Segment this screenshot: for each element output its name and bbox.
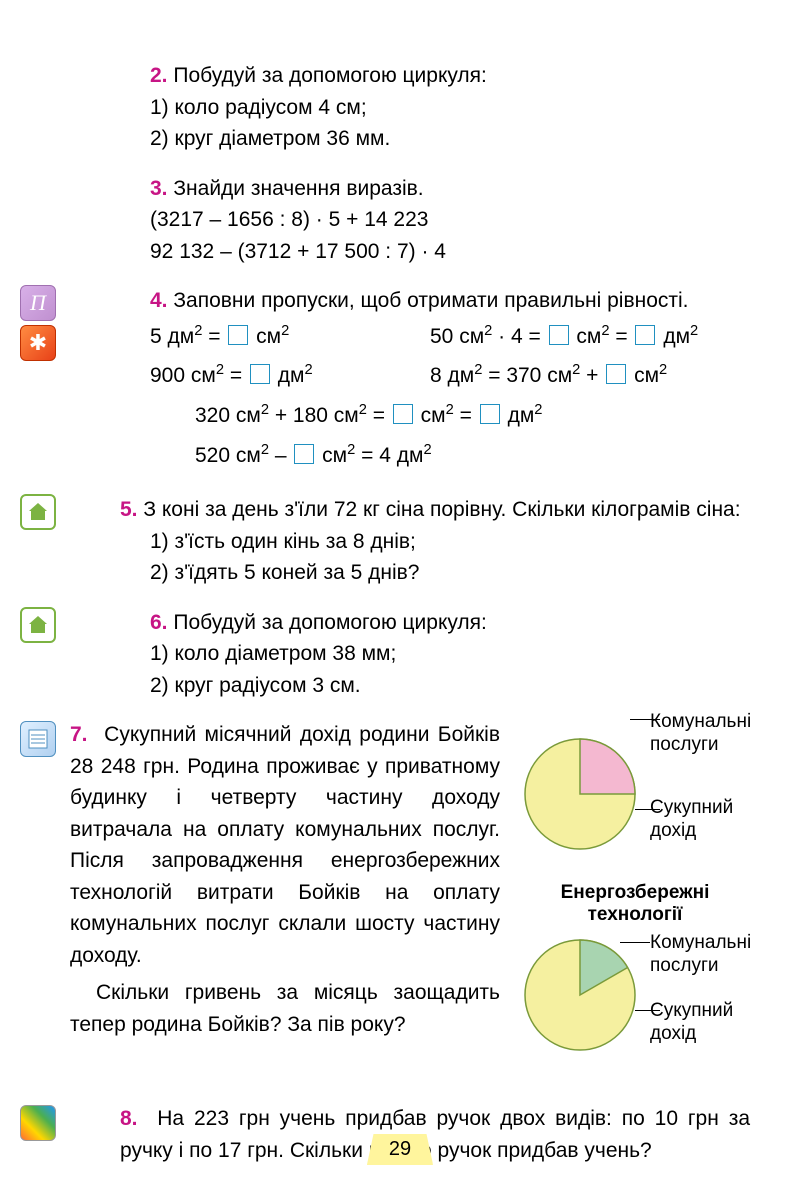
blank-box[interactable] [250, 364, 270, 384]
ex2-item-2: 2) круг діаметром 36 мм. [150, 123, 750, 155]
ex4-eq-5: 320 см2 + 180 см2 = см2 = дм2 [50, 396, 750, 436]
ex8-text: 8. На 223 грн учень придбав ручок двох в… [120, 1103, 750, 1166]
page-number: 29 [367, 1134, 433, 1165]
ex5-title: 5. З коні за день з'їли 72 кг сіна порів… [120, 494, 750, 526]
notebook-icon [20, 721, 56, 757]
exercise-7: 7. Сукупний місячний дохід родини Бойків… [50, 719, 750, 1085]
ex4-title-text: Заповни пропуски, щоб отримати правильні… [173, 289, 688, 312]
ex3-title-text: Знайди значення виразів. [173, 177, 423, 200]
ex6-item-2: 2) круг радіусом 3 см. [150, 670, 750, 702]
ex5-num: 5. [120, 498, 138, 521]
blank-box[interactable] [294, 444, 314, 464]
ex7-text2: Скільки гривень за місяць заощадить тепе… [70, 977, 500, 1040]
ex4-num: 4. [150, 289, 168, 312]
pie-chart-1: Комунальні послуги Сукупний дохід [520, 719, 750, 874]
star-icon: ✱ [20, 325, 56, 361]
exercise-6: 6. Побудуй за допомогою циркуля: 1) коло… [50, 607, 750, 702]
blank-box[interactable] [635, 325, 655, 345]
ex4-eq-1: 5 дм2 = см2 [150, 317, 430, 357]
chart2-label1: Комунальні послуги [650, 932, 751, 978]
blank-box[interactable] [480, 404, 500, 424]
ex5-title-text: З коні за день з'їли 72 кг сіна порівну.… [143, 498, 740, 521]
ex3-title: 3. Знайди значення виразів. [150, 173, 750, 205]
exercise-2: 2. Побудуй за допомогою циркуля: 1) коло… [50, 60, 750, 155]
ex8-num: 8. [120, 1107, 138, 1130]
pie-chart-2: Комунальні послуги Сукупний дохід [520, 930, 750, 1085]
home-icon [20, 607, 56, 643]
ex2-title-text: Побудуй за допомогою циркуля: [173, 64, 487, 87]
ex4-eq-2: 50 см2 · 4 = см2 = дм2 [430, 317, 750, 357]
ex4-eq-6: 520 см2 – см2 = 4 дм2 [50, 436, 750, 476]
ex5-item-1: 1) з'їсть один кінь за 8 днів; [150, 526, 750, 558]
ex7-text1: Сукупний місячний дохід родини Бойків 28… [70, 723, 500, 967]
exercise-5: 5. З коні за день з'їли 72 кг сіна порів… [50, 494, 750, 589]
exercise-3: 3. Знайди значення виразів. (3217 – 1656… [50, 173, 750, 268]
chart1-label1: Комунальні послуги [650, 711, 751, 757]
exercise-4: П ✱ 4. Заповни пропуски, щоб отримати пр… [50, 285, 750, 476]
blank-box[interactable] [393, 404, 413, 424]
ex3-line-1: (3217 – 1656 : 8) · 5 + 14 223 [150, 204, 750, 236]
blank-box[interactable] [549, 325, 569, 345]
ex6-title-text: Побудуй за допомогою циркуля: [173, 611, 487, 634]
home-icon [20, 494, 56, 530]
blank-box[interactable] [606, 364, 626, 384]
ex6-num: 6. [150, 611, 168, 634]
blank-box[interactable] [228, 325, 248, 345]
chart2-title: Енергозбережні технології [520, 882, 750, 926]
purple-icon: П [20, 285, 56, 321]
rubik-icon [20, 1105, 56, 1141]
ex4-eq-4: 8 дм2 = 370 см2 + см2 [430, 356, 750, 396]
ex2-num: 2. [150, 64, 168, 87]
ex4-eq-3: 900 см2 = дм2 [150, 356, 430, 396]
ex4-row-2: 900 см2 = дм2 8 дм2 = 370 см2 + см2 [150, 356, 750, 396]
ex4-row-1: 5 дм2 = см2 50 см2 · 4 = см2 = дм2 [150, 317, 750, 357]
ex6-item-1: 1) коло діаметром 38 мм; [150, 638, 750, 670]
ex3-line-2: 92 132 – (3712 + 17 500 : 7) · 4 [150, 236, 750, 268]
ex5-item-2: 2) з'їдять 5 коней за 5 днів? [150, 557, 750, 589]
ex3-num: 3. [150, 177, 168, 200]
ex6-title: 6. Побудуй за допомогою циркуля: [150, 607, 750, 639]
ex7-text: 7. Сукупний місячний дохід родини Бойків… [50, 719, 500, 1085]
ex8-text-content: На 223 грн учень придбав ручок двох виді… [120, 1107, 750, 1162]
chart2-label2: Сукупний дохід [650, 1000, 750, 1046]
chart1-label2: Сукупний дохід [650, 797, 750, 843]
ex2-item-1: 1) коло радіусом 4 см; [150, 92, 750, 124]
ex4-title: 4. Заповни пропуски, щоб отримати правил… [150, 285, 750, 317]
ex7-num: 7. [70, 723, 88, 746]
ex2-title: 2. Побудуй за допомогою циркуля: [150, 60, 750, 92]
ex7-charts: Комунальні послуги Сукупний дохід Енерго… [520, 719, 750, 1085]
